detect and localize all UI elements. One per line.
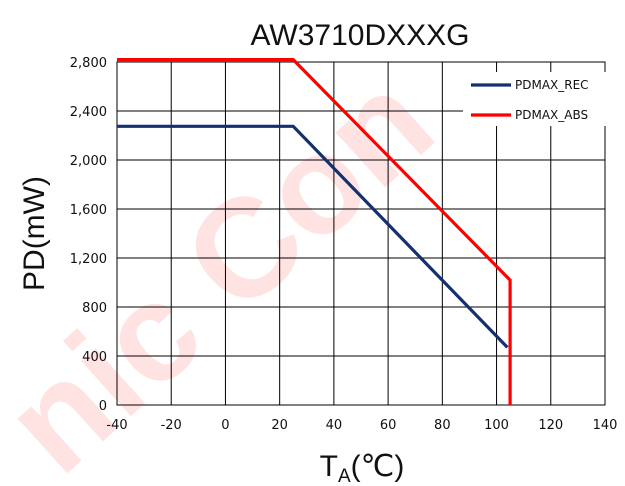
x-tick-label: 20 [271, 418, 288, 433]
legend: PDMAX_REC PDMAX_ABS [463, 72, 613, 126]
x-tick-label: 40 [326, 418, 343, 433]
legend-entry: PDMAX_REC [515, 78, 589, 92]
y-tick-label: 0 [99, 399, 107, 414]
y-tick-label: 800 [82, 301, 107, 316]
x-axis-label: TA(℃) [320, 450, 405, 486]
y-tick-label: 2,400 [70, 105, 107, 120]
y-tick-labels: 0 400 800 1,200 1,600 2,000 2,400 2,800 [70, 56, 107, 414]
series-line-pdmax-abs [117, 57, 512, 405]
y-tick-label: 400 [82, 350, 107, 365]
y-tick-label: 1,200 [70, 252, 107, 267]
y-axis-label: PD(mW) [18, 176, 51, 291]
y-tick-label: 2,800 [70, 56, 107, 71]
x-axis-label-subscript: A [338, 466, 351, 486]
x-axis-label-main: T [320, 450, 338, 483]
x-tick-label: -20 [161, 418, 182, 433]
x-tick-labels: -40 -20 0 20 40 60 80 100 120 140 [106, 418, 617, 433]
x-tick-label: 100 [484, 418, 509, 433]
legend-entry: PDMAX_ABS [515, 108, 588, 122]
y-tick-label: 2,000 [70, 154, 107, 169]
legend-box [463, 72, 613, 126]
plot-frame [116, 61, 606, 406]
x-tick-label: 0 [221, 418, 229, 433]
y-tick-label: 1,600 [70, 203, 107, 218]
x-tick-label: 140 [593, 418, 618, 433]
series-line-pdmax-rec [117, 124, 509, 349]
chart-title: AW3710DXXXG [251, 19, 470, 52]
series-layer [117, 57, 512, 405]
x-axis-label-unit: (℃) [351, 450, 405, 483]
x-tick-label: 60 [380, 418, 397, 433]
x-tick-label: -40 [106, 418, 127, 433]
x-tick-label: 80 [434, 418, 451, 433]
x-tick-label: 120 [538, 418, 563, 433]
